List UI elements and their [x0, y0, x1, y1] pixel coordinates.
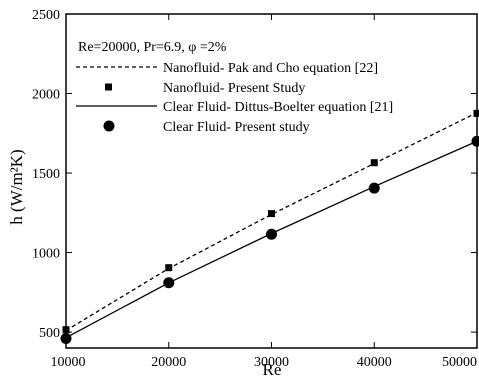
legend-label: Nanofluid- Present Study: [163, 81, 305, 96]
x-axis-title: Re: [263, 360, 282, 379]
y-tick-label: 500: [39, 326, 60, 341]
dashed-series-line: [65, 112, 478, 332]
x-tick-label: 20000: [151, 355, 186, 370]
circle-data-point: [266, 228, 277, 240]
annotation: Re=20000, Pr=6.9, φ =2%: [78, 40, 227, 55]
square-data-point: [473, 109, 479, 117]
square-data-point: [62, 326, 70, 334]
x-tick-label: 30000: [254, 355, 289, 370]
legend-circle-symbol: [103, 120, 115, 132]
x-tick-label: 50000: [442, 355, 477, 370]
x-tick-label: 10000: [51, 355, 86, 370]
x-tick-label: 40000: [357, 355, 392, 370]
square-data-point: [370, 159, 378, 167]
y-tick-label: 2500: [32, 8, 60, 23]
y-tick-label: 2000: [32, 88, 60, 103]
square-data-point: [268, 210, 275, 218]
legend-label: Clear Fluid- Present study: [163, 120, 310, 135]
circle-data-point: [163, 277, 175, 289]
legend-square-symbol: [105, 83, 112, 91]
square-data-point: [165, 264, 173, 272]
y-tick-label: 1500: [32, 167, 60, 182]
circle-data-point: [368, 182, 380, 194]
legend-label: Clear Fluid- Dittus-Boelter equation [21…: [163, 100, 393, 115]
y-axis-title: h (W/m²K): [7, 149, 26, 224]
circle-data-point: [471, 135, 479, 147]
circle-data-point: [60, 332, 72, 344]
y-tick-label: 1000: [32, 247, 60, 262]
legend-label: Nanofluid- Pak and Cho equation [22]: [163, 61, 378, 76]
